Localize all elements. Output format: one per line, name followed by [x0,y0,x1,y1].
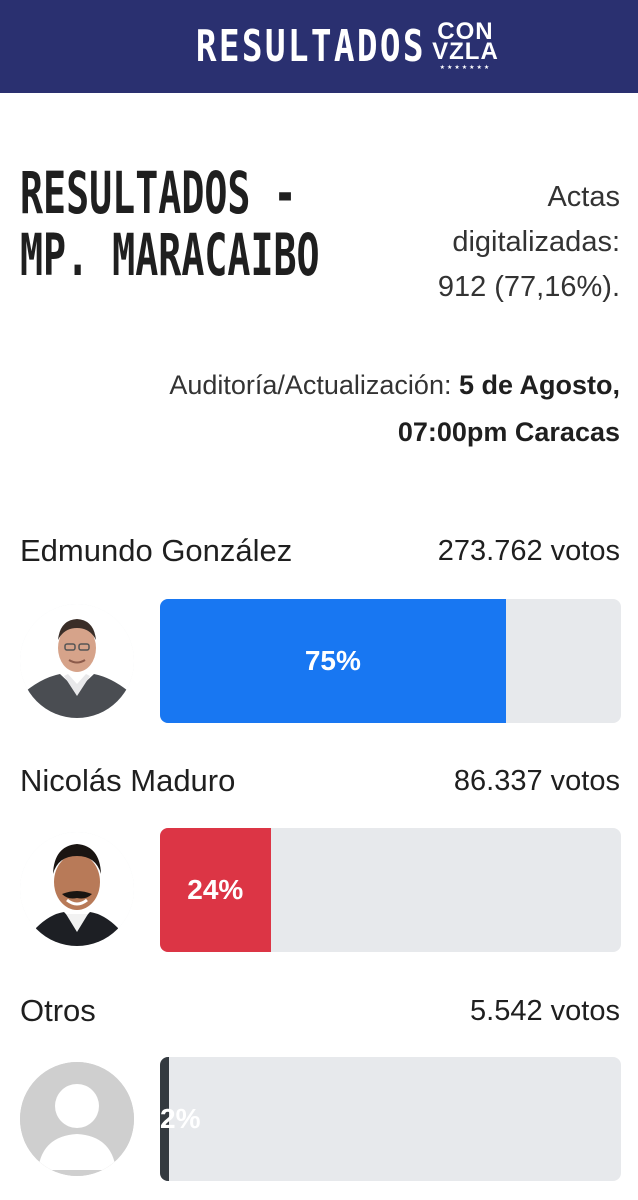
avatar-maduro-photo [20,832,134,946]
avatar-maduro [20,832,134,946]
header-title: RESULTADOS [195,21,426,72]
vote-bar-fill-gonzalez: 75% [160,599,506,723]
logo-text-con: CON [437,18,494,45]
header-bar: RESULTADOS CON VZLA ★★★★★★★ [0,0,638,93]
actas-line2: digitalizadas: [452,226,620,258]
candidate-name-otros: Otros [20,993,96,1028]
actas-line1: Actas [547,181,620,213]
audit-info: Auditoría/Actualización: 5 de Agosto, 07… [20,362,620,456]
vote-bar-otros: 2% [160,1057,621,1181]
candidate-name-maduro: Nicolás Maduro [20,763,236,798]
candidate-votes-maduro: 86.337 votos [453,765,620,797]
vote-bar-maduro: 24% [160,828,621,952]
vote-bar-fill-otros: 2% [160,1057,200,1181]
candidate-name-gonzalez: Edmundo González [20,533,293,568]
page-title-line2: MP. MARACAIBO [20,221,320,289]
con-vzla-logo[interactable]: CON VZLA ★★★★★★★ [423,17,507,77]
audit-date: 5 de Agosto, [458,370,620,400]
actas-info: Actas digitalizadas: 912 (77,16%). [390,175,620,310]
avatar-gonzalez [20,604,134,718]
audit-label: Auditoría/Actualización: [169,370,459,400]
logo-stars: ★★★★★★★ [439,65,492,71]
user-placeholder-icon [20,1062,134,1176]
actas-line3: 912 (77,16%). [437,271,620,303]
candidate-votes-gonzalez: 273.762 votos [437,535,620,567]
page-title-line1: RESULTADOS - [20,159,297,227]
logo-text-vzla: VZLA [432,38,499,65]
avatar-gonzalez-photo [20,604,134,718]
audit-time: 07:00pm Caracas [397,417,620,447]
vote-bar-fill-maduro: 24% [160,828,271,952]
candidate-votes-otros: 5.542 votos [470,995,620,1027]
avatar-otros [20,1062,134,1176]
vote-bar-gonzalez: 75% [160,599,621,723]
page-title: RESULTADOS - MP. MARACAIBO [20,159,320,289]
